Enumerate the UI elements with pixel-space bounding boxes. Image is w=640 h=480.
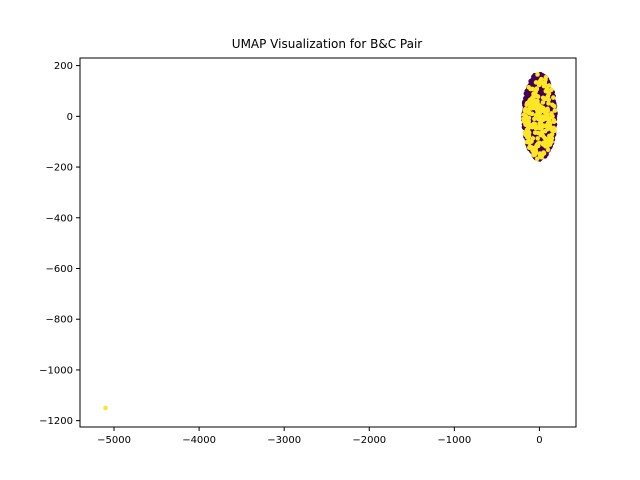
scatter-point: [535, 143, 541, 149]
scatter-point: [550, 102, 555, 108]
plot-frame: [79, 57, 577, 428]
scatter-point: [545, 147, 551, 153]
x-tick-label: −1000: [437, 435, 471, 446]
scatter-point: [541, 150, 546, 155]
scatter-point: [531, 150, 537, 155]
scatter-point: [532, 130, 538, 135]
scatter-point: [527, 110, 532, 116]
scatter-point: [542, 114, 548, 120]
scatter-point: [530, 102, 535, 108]
scatter-point: [538, 118, 544, 124]
scatter-point: [539, 154, 544, 160]
scatter-point: [535, 136, 540, 141]
scatter-point: [543, 74, 549, 80]
scatter-point: [551, 95, 556, 100]
y-tick-label: −1000: [39, 365, 73, 376]
scatter-point: [542, 128, 548, 134]
scatter-point: [551, 119, 557, 125]
scatter-point: [550, 113, 555, 119]
x-tick-label: −4000: [182, 435, 216, 446]
x-tick-label: −2000: [352, 435, 386, 446]
scatter-point: [538, 86, 544, 92]
scatter-point: [547, 133, 552, 139]
scatter-point: [540, 133, 546, 139]
scatter-point: [545, 93, 551, 99]
scatter-point: [521, 112, 527, 118]
y-tick-label: −600: [46, 264, 73, 275]
y-tick-label: −800: [46, 315, 73, 326]
y-tick-label: 200: [54, 61, 73, 72]
x-tick-label: 0: [536, 435, 542, 446]
scatter-point: [526, 90, 532, 95]
scatter-point: [531, 146, 537, 152]
y-tick-label: −200: [46, 163, 73, 174]
scatter-point: [536, 82, 542, 88]
scatter-point: [533, 102, 539, 108]
x-tick-label: −3000: [267, 435, 301, 446]
scatter-point: [544, 86, 550, 92]
y-tick-label: −1200: [39, 416, 73, 427]
scatter-point: [546, 97, 552, 103]
chart-title: UMAP Visualization for B&C Pair: [232, 37, 422, 51]
scatter-point: [545, 144, 550, 149]
outlier-point: [103, 405, 108, 411]
scatter-point: [529, 139, 534, 144]
scatter-point: [526, 130, 532, 136]
scatter-point: [531, 121, 537, 126]
scatter-point: [533, 80, 539, 85]
scatter-point: [547, 120, 553, 126]
scatter-point: [534, 156, 540, 162]
scatter-point: [537, 151, 543, 156]
scatter-point: [546, 116, 552, 122]
scatter-point: [533, 98, 538, 104]
scatter-point: [533, 87, 538, 93]
scatter-point: [538, 76, 544, 82]
scatter-point: [546, 101, 551, 106]
scatter-point: [524, 102, 529, 108]
scatter-point: [526, 118, 531, 124]
y-tick-label: 0: [67, 112, 73, 123]
scatter-point: [526, 106, 532, 112]
scatter-point: [540, 142, 546, 147]
x-tick-label: −5000: [97, 435, 131, 446]
scatter-point: [522, 108, 528, 114]
scatter-point: [537, 103, 542, 108]
scatter-point: [552, 128, 557, 134]
y-tick-label: −400: [46, 213, 73, 224]
scatter-point: [545, 108, 551, 114]
scatter-point: [532, 116, 537, 122]
x-axis: −5000 −4000 −3000 −2000 −1000 0: [97, 427, 543, 446]
scatter-point: [533, 112, 539, 118]
scatter-point: [541, 83, 547, 89]
scatter-points: [103, 71, 558, 411]
scatter-point: [529, 77, 535, 83]
y-axis: 200 0 −200 −400 −600 −800 −1000 −1200: [39, 61, 80, 427]
scatter-point: [537, 110, 543, 116]
scatter-point: [535, 93, 540, 99]
scatter-point: [528, 122, 533, 128]
scatter-point: [546, 83, 552, 88]
scatter-point: [549, 87, 554, 93]
scatter-point: [540, 100, 546, 105]
scatter-point: [535, 72, 540, 77]
scatter-point: [552, 108, 558, 113]
scatter-point: [523, 132, 528, 138]
